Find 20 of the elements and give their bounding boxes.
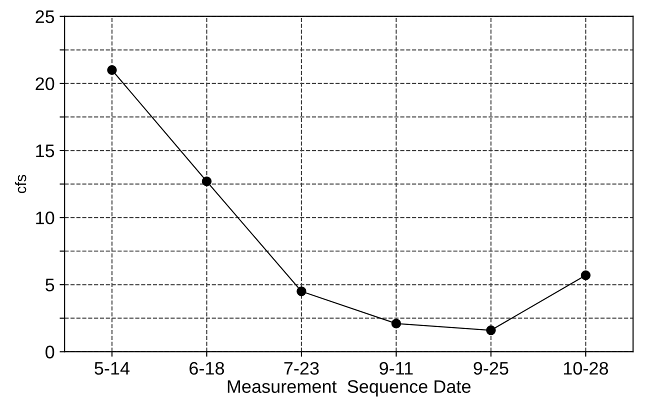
point	[486, 325, 496, 336]
point	[296, 286, 306, 296]
y-tick-label: 25	[36, 10, 54, 24]
y-tick-label: 20	[36, 77, 54, 90]
point	[202, 176, 212, 186]
x-tick-label: 10-28	[564, 362, 608, 375]
x-tick-label: 9-25	[474, 362, 508, 375]
x-tick-label: 9-11	[380, 362, 413, 375]
y-tick-label: 5	[46, 278, 54, 292]
point	[107, 65, 117, 75]
x-tick-label: 7-23	[284, 362, 319, 375]
y-tick-label: 10	[36, 212, 54, 224]
y-axis-title: cfs	[15, 174, 26, 194]
y-tick-label: 15	[36, 144, 54, 158]
y-tick-label: 0	[46, 346, 54, 358]
x-axis-title: Measurement Sequence Date	[228, 380, 470, 397]
point	[391, 318, 402, 328]
x-tick-label: 6-18	[190, 362, 224, 375]
x-tick-label: 5-14	[94, 362, 130, 375]
point	[580, 270, 591, 280]
